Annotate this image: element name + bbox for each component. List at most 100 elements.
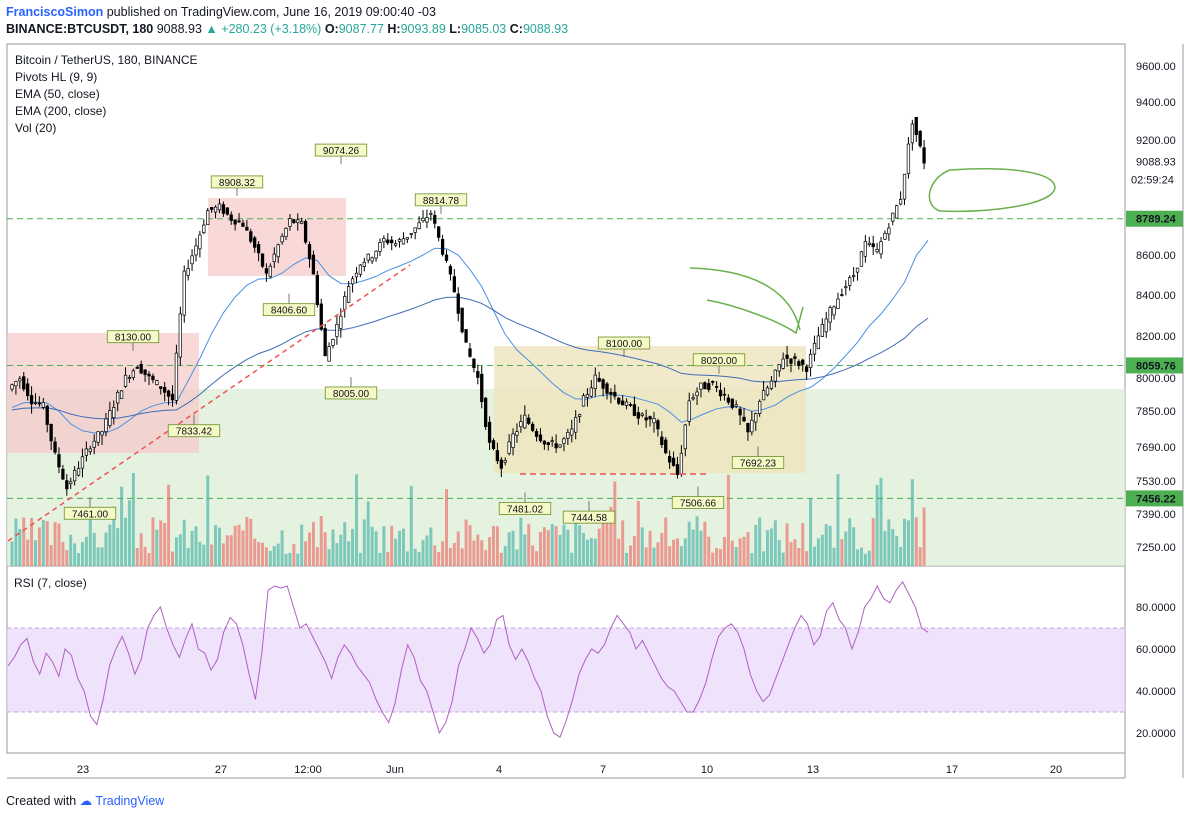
pivot-box: [210, 175, 264, 189]
volume-bar: [503, 546, 507, 566]
volume-bar: [18, 528, 22, 566]
volume-bar: [202, 544, 206, 566]
volume-bar: [609, 506, 613, 566]
volume-bar: [715, 548, 719, 566]
candle-body: [711, 381, 715, 383]
legend-item: Pivots HL (9, 9): [15, 70, 97, 84]
volume-bar: [789, 542, 793, 566]
candle-body: [530, 423, 535, 431]
volume-bar: [127, 500, 131, 566]
candle-body: [100, 431, 104, 436]
candle-body: [319, 303, 323, 330]
candle-body: [558, 444, 562, 448]
volume-bar: [899, 546, 903, 566]
candle-body: [836, 298, 840, 309]
time-tick-label: 13: [807, 764, 819, 776]
candle-body: [413, 227, 417, 233]
pivot-box: [167, 424, 221, 438]
volume-bar: [413, 548, 417, 566]
pivot-label: 8814.78: [423, 196, 460, 207]
pivot-box: [314, 143, 368, 157]
candle-body: [170, 393, 175, 401]
candle-body: [409, 233, 413, 235]
candle-body: [601, 379, 605, 389]
volume-bar: [601, 517, 605, 566]
volume-bar: [499, 552, 503, 566]
candle-body: [163, 386, 167, 393]
candle-body: [57, 454, 61, 468]
volume-bar: [335, 543, 339, 566]
volume-bar: [538, 532, 542, 566]
tradingview-link[interactable]: TradingView: [95, 794, 165, 808]
candle-body: [284, 227, 288, 238]
volume-bar: [159, 520, 163, 566]
volume-bar: [30, 517, 34, 566]
candle-body: [887, 227, 891, 235]
candle-body: [123, 374, 128, 387]
volume-bar: [495, 526, 499, 566]
candle-body: [112, 407, 116, 418]
candle-body: [703, 382, 707, 390]
volume-bar: [378, 552, 382, 566]
volume-bar: [448, 547, 452, 566]
volume-bar: [531, 545, 535, 566]
candle-body: [331, 339, 335, 346]
volume-bar: [143, 546, 147, 566]
price-tick-label: 7530.00: [1136, 476, 1176, 488]
volume-bar: [566, 529, 570, 566]
candle-body: [84, 448, 89, 456]
volume-bar: [441, 541, 445, 566]
trendline: [7, 264, 411, 542]
volume-bar: [257, 542, 261, 566]
volume-bar: [906, 520, 910, 566]
volume-bar: [632, 535, 636, 566]
volume-bar: [695, 516, 699, 566]
candle-body: [96, 431, 100, 443]
candle-body: [761, 390, 766, 401]
volume-bar: [331, 529, 335, 566]
author-name[interactable]: FranciscoSimon: [6, 5, 104, 19]
candle-body: [538, 434, 543, 442]
volume-bar: [425, 535, 429, 566]
volume-bar: [37, 527, 41, 566]
bar-countdown: 02:59:24: [1131, 174, 1174, 186]
volume-bar: [288, 552, 292, 566]
volume-bar: [135, 547, 139, 566]
volume-bar: [750, 553, 754, 566]
volume-bar: [382, 526, 386, 566]
volume-bar: [824, 524, 828, 566]
volume-bar: [891, 529, 895, 566]
volume-bar: [174, 537, 178, 566]
volume-bar: [421, 540, 425, 566]
high-value: 9093.89: [400, 22, 446, 36]
volume-bar: [206, 475, 210, 566]
candle-body: [151, 375, 155, 381]
candle-body: [707, 383, 711, 390]
volume-bar: [719, 549, 723, 566]
candle-body: [206, 210, 210, 226]
volume-bar: [229, 535, 233, 566]
rsi-band: [7, 628, 1125, 712]
volume-bar: [92, 532, 96, 566]
candle-body: [155, 380, 159, 386]
pivot-box: [262, 303, 316, 317]
volume-bar: [112, 506, 116, 566]
candle-body: [217, 203, 222, 211]
volume-bar: [194, 526, 198, 566]
volume-bar: [198, 541, 202, 566]
volume-bar: [343, 522, 347, 566]
volume-bar: [832, 547, 836, 566]
candle-body: [69, 481, 73, 485]
time-tick-label: 17: [946, 764, 958, 776]
candle-body: [49, 423, 53, 442]
pivot-label: 7481.02: [507, 505, 544, 516]
candle-body: [691, 397, 695, 400]
volume-bar: [613, 481, 617, 566]
pivot-box: [731, 456, 785, 469]
candle-body: [288, 218, 292, 227]
candle-body: [456, 293, 460, 314]
volume-bar: [585, 539, 589, 566]
volume-bar: [746, 532, 750, 566]
candle-body: [76, 468, 81, 476]
